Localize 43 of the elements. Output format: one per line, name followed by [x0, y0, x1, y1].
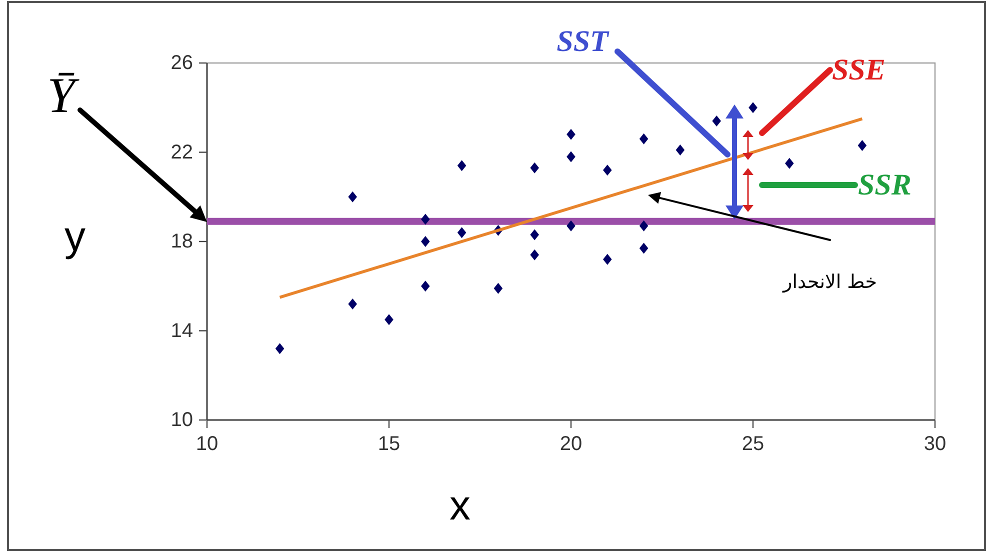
point [603, 254, 612, 265]
point [712, 116, 721, 127]
point [603, 164, 612, 176]
x-tick-label: 20 [560, 433, 582, 455]
point [748, 102, 758, 114]
point [384, 314, 394, 326]
point [530, 229, 539, 240]
point [421, 236, 430, 247]
x-tick-label: 10 [196, 433, 218, 455]
point [639, 242, 648, 254]
y-tick-label: 22 [170, 141, 193, 164]
point [785, 158, 794, 169]
point [494, 282, 503, 294]
y-axis-title: y [64, 212, 86, 260]
x-tick-label: 15 [378, 433, 400, 455]
point [275, 343, 284, 354]
point [639, 220, 648, 232]
point [858, 140, 867, 152]
x-tick-label: 25 [742, 433, 764, 455]
point [421, 214, 430, 225]
annotation: SSE [832, 54, 886, 86]
annotation: خط الانحدار [782, 271, 877, 293]
y-tick-label: 26 [170, 52, 193, 74]
point [566, 220, 576, 232]
annotation: SSR [858, 168, 912, 202]
text: Ȳ [47, 67, 80, 123]
y-tick-label: 14 [170, 320, 193, 342]
annotation: SST [556, 24, 610, 58]
point [566, 151, 576, 162]
point [457, 227, 466, 238]
point [530, 162, 539, 174]
point [639, 133, 648, 144]
point [676, 144, 685, 156]
point [348, 191, 357, 202]
point [566, 128, 576, 140]
y-tick-label: 10 [170, 409, 193, 431]
x-axis-title: x [450, 482, 470, 528]
point [457, 160, 466, 172]
point [348, 298, 357, 310]
point [530, 249, 539, 260]
y-tick-label: 18 [170, 230, 193, 252]
point [421, 280, 430, 292]
x-tick-label: 30 [924, 433, 946, 455]
